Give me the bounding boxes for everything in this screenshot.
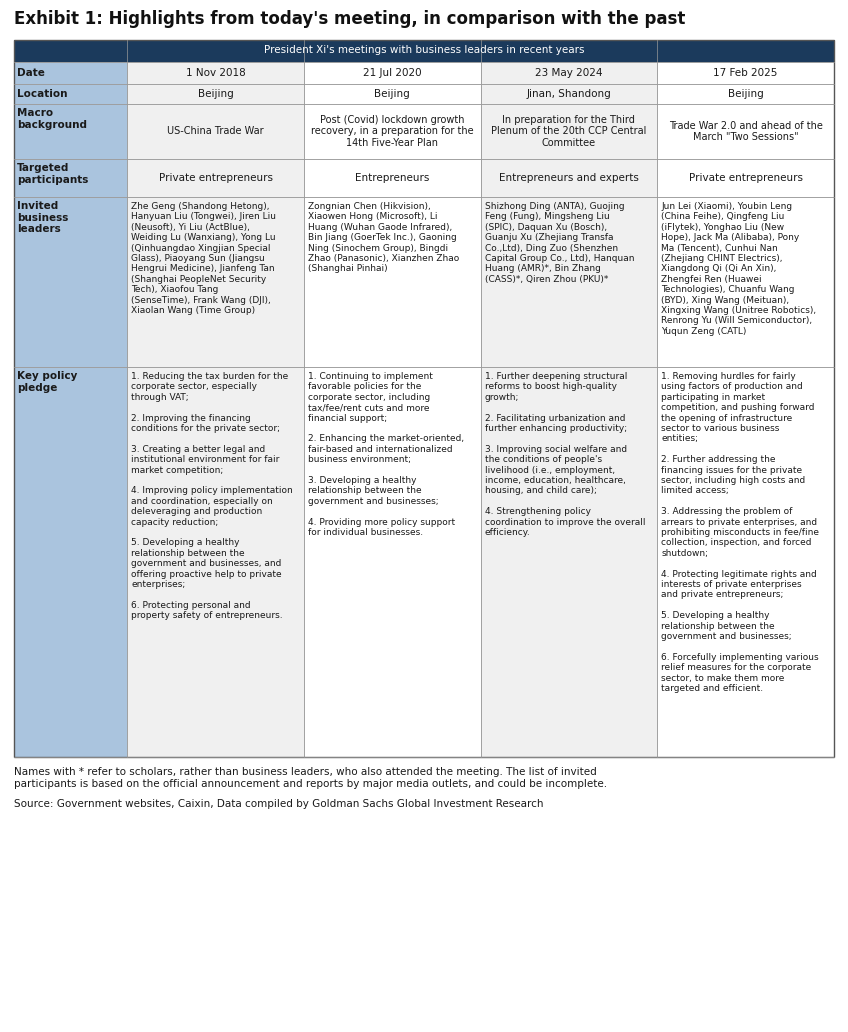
Text: Zhe Geng (Shandong Hetong),
Hanyuan Liu (Tongwei), Jiren Liu
(Neusoft), Yi Liu (: Zhe Geng (Shandong Hetong), Hanyuan Liu … [131,202,276,315]
Bar [657,197,834,367]
Bar [14,84,127,104]
Bar [304,159,481,197]
Text: US-China Trade War: US-China Trade War [167,127,264,136]
Text: Invited
business
leaders: Invited business leaders [17,201,69,234]
Text: Jinan, Shandong: Jinan, Shandong [527,89,611,99]
Text: In preparation for the Third
Plenum of the 20th CCP Central
Committee: In preparation for the Third Plenum of t… [491,115,647,149]
Bar [657,367,834,757]
Text: Zongnian Chen (Hikvision),
Xiaowen Hong (Microsoft), Li
Huang (Wuhan Gaode Infra: Zongnian Chen (Hikvision), Xiaowen Hong … [308,202,459,273]
Bar [481,62,657,84]
Text: Location: Location [17,89,68,99]
Text: Entrepreneurs: Entrepreneurs [355,173,429,183]
Text: 1. Removing hurdles for fairly
using factors of production and
participating in : 1. Removing hurdles for fairly using fac… [661,372,819,694]
Text: Post (Covid) lockdown growth
recovery, in a preparation for the
14th Five-Year P: Post (Covid) lockdown growth recovery, i… [311,115,473,149]
Bar [657,62,834,84]
Bar [14,40,834,757]
Bar [127,367,304,757]
Text: 21 Jul 2020: 21 Jul 2020 [363,68,421,78]
Bar [14,197,127,367]
Text: Names with * refer to scholars, rather than business leaders, who also attended : Names with * refer to scholars, rather t… [14,767,607,788]
Bar [481,104,657,159]
Text: Shizhong Ding (ANTA), Guojing
Feng (Fung), Mingsheng Liu
(SPIC), Daquan Xu (Bosc: Shizhong Ding (ANTA), Guojing Feng (Fung… [484,202,634,284]
Bar [14,62,127,84]
Text: 1. Further deepening structural
reforms to boost high-quality
growth;

2. Facili: 1. Further deepening structural reforms … [484,372,645,537]
Bar [127,104,304,159]
Bar [481,84,657,104]
Text: Private entrepreneurs: Private entrepreneurs [689,173,803,183]
Bar [657,159,834,197]
Bar [14,159,127,197]
Bar [481,367,657,757]
Text: Beijing: Beijing [728,89,763,99]
Text: 1. Reducing the tax burden for the
corporate sector, especially
through VAT;

2.: 1. Reducing the tax burden for the corpo… [131,372,293,620]
Text: Date: Date [17,68,45,78]
Text: Private entrepreneurs: Private entrepreneurs [159,173,272,183]
Bar [481,159,657,197]
Text: Trade War 2.0 and ahead of the
March "Two Sessions": Trade War 2.0 and ahead of the March "Tw… [669,121,823,142]
Bar [657,84,834,104]
Bar [657,104,834,159]
Bar [127,62,304,84]
Bar [14,367,127,757]
Bar [14,40,834,62]
Text: Targeted
participants: Targeted participants [17,163,88,185]
Bar [304,84,481,104]
Text: Source: Government websites, Caixin, Data compiled by Goldman Sachs Global Inves: Source: Government websites, Caixin, Dat… [14,799,544,809]
Text: 23 May 2024: 23 May 2024 [535,68,603,78]
Bar [304,367,481,757]
Bar [304,62,481,84]
Text: Key policy
pledge: Key policy pledge [17,370,77,392]
Text: President Xi's meetings with business leaders in recent years: President Xi's meetings with business le… [264,45,584,55]
Bar [127,84,304,104]
Bar [127,159,304,197]
Text: Entrepreneurs and experts: Entrepreneurs and experts [499,173,639,183]
Text: 1 Nov 2018: 1 Nov 2018 [186,68,245,78]
Text: Macro
background: Macro background [17,108,87,130]
Bar [127,197,304,367]
Bar [304,104,481,159]
Text: Exhibit 1: Highlights from today's meeting, in comparison with the past: Exhibit 1: Highlights from today's meeti… [14,10,685,28]
Bar [481,197,657,367]
Text: Jun Lei (Xiaomi), Youbin Leng
(China Feihe), Qingfeng Liu
(iFlytek), Yonghao Liu: Jun Lei (Xiaomi), Youbin Leng (China Fei… [661,202,817,335]
Bar [304,197,481,367]
Text: 17 Feb 2025: 17 Feb 2025 [713,68,778,78]
Text: 1. Continuing to implement
favorable policies for the
corporate sector, includin: 1. Continuing to implement favorable pol… [308,372,464,537]
Bar [14,104,127,159]
Text: Beijing: Beijing [198,89,233,99]
Text: Beijing: Beijing [374,89,410,99]
